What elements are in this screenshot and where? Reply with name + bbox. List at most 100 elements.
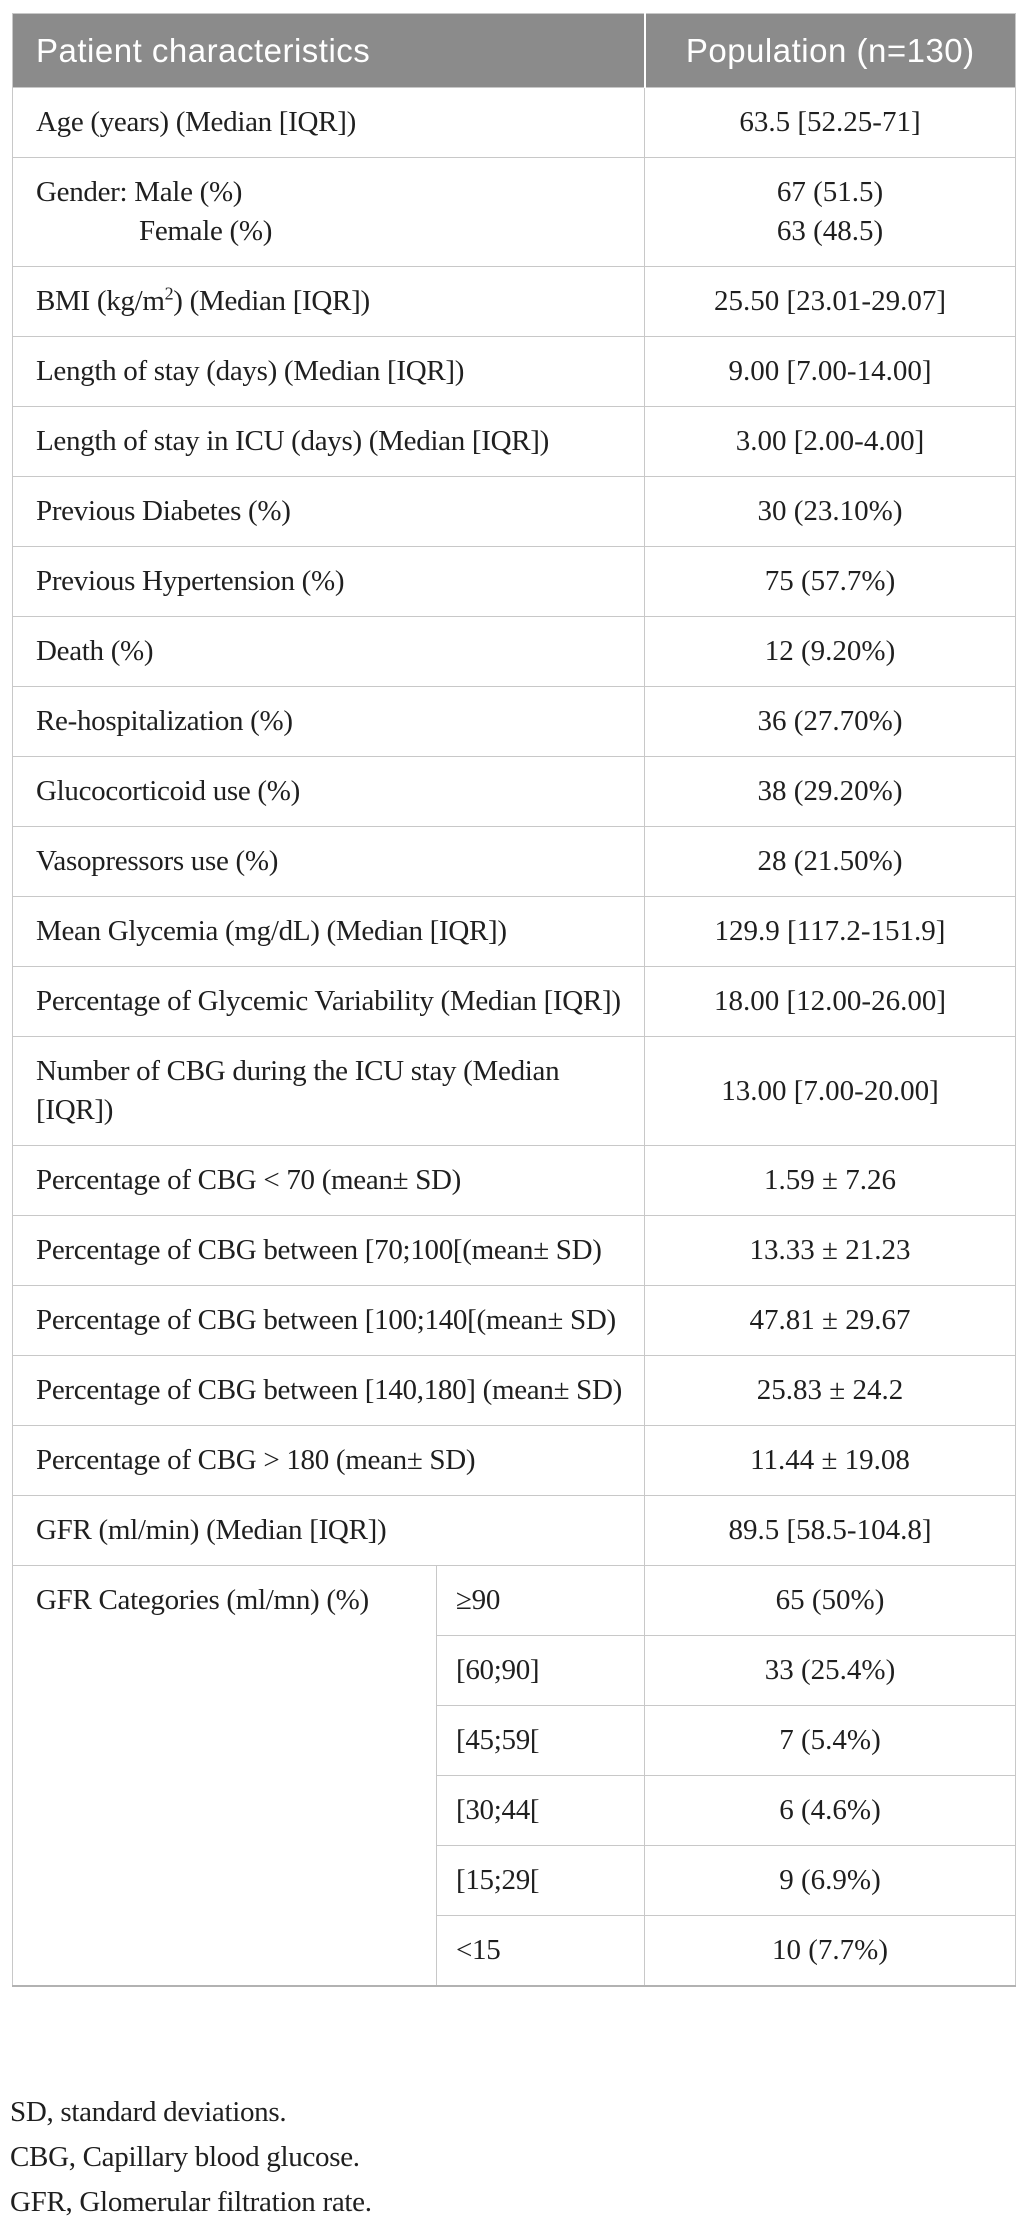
table-row: Previous Hypertension (%) 75 (57.7%) [12, 546, 1016, 617]
row-label-text: Percentage of CBG < 70 (mean± SD) [36, 1164, 462, 1196]
gfr-categories-label-cell: GFR Categories (ml/mn) (%) [12, 1565, 437, 1986]
row-label-cell: Percentage of CBG < 70 (mean± SD) [12, 1145, 645, 1216]
gfr-category-cell: ≥90 [436, 1565, 645, 1636]
row-label-text: Percentage of CBG between [70;100[(mean±… [36, 1234, 602, 1266]
row-label-cell: Percentage of CBG between [70;100[(mean±… [12, 1215, 645, 1286]
table-row: Percentage of CBG > 180 (mean± SD) 11.44 … [12, 1425, 1016, 1496]
row-value-text: 129.9 [117.2-151.9] [714, 915, 946, 947]
gfr-sub-row: [45;59[7 (5.4%) [13, 1705, 1016, 1776]
table-row: Gender: Male (%) Female (%) 67 (51.5) 63 (4… [12, 157, 1016, 267]
gfr-category-cell: [15;29[ [436, 1845, 645, 1916]
gfr-sub-row: [30;44[6 (4.6%) [13, 1775, 1016, 1846]
row-label-text: Vasopressors use (%) [36, 845, 279, 877]
row-label-line: Gender: Male (%) [36, 176, 243, 208]
row-value-text: 25.50 [23.01-29.07] [714, 285, 946, 317]
row-value-text: 13.00 [7.00-20.00] [721, 1074, 939, 1107]
gfr-sub-row: [15;29[9 (6.9%) [13, 1845, 1016, 1916]
row-value-text: 1.59 ± 7.26 [764, 1164, 896, 1196]
row-value-cell: 30 (23.10%) [644, 476, 1016, 547]
row-value-cell: 63.5 [52.25-71] [644, 87, 1016, 158]
row-value-cell: 25.50 [23.01-29.07] [644, 266, 1016, 337]
gfr-category-cell: [45;59[ [436, 1705, 645, 1776]
row-value-cell: 28 (21.50%) [644, 826, 1016, 897]
row-label-text: Percentage of Glycemic Variability (Medi… [36, 985, 621, 1017]
row-label-cell: Percentage of CBG between [140,180] (mea… [12, 1355, 645, 1426]
row-value-cell: 75 (57.7%) [644, 546, 1016, 617]
table-row: GFR (ml/min) (Median [IQR]) 89.5 [58.5-10… [12, 1495, 1016, 1566]
table-header-row: Patient characteristics Population (n=13… [12, 13, 1016, 88]
table-row: Glucocorticoid use (%) 38 (29.20%) [12, 756, 1016, 827]
row-value-cell: 11.44 ± 19.08 [644, 1425, 1016, 1496]
row-label-text: Death (%) [36, 635, 154, 667]
row-value-text: 12 (9.20%) [764, 635, 896, 667]
row-value-cell: 25.83 ± 24.2 [644, 1355, 1016, 1426]
row-label-cell: BMI (kg/m2) (Median [IQR]) [12, 266, 645, 337]
table-row: Death (%) 12 (9.20%) [12, 616, 1016, 687]
row-value-text: 38 (29.20%) [757, 775, 903, 807]
row-label-text: Percentage of CBG > 180 (mean± SD) [36, 1444, 476, 1476]
row-label-cell: Previous Hypertension (%) [12, 546, 645, 617]
gfr-sub-row: GFR Categories (ml/mn) (%) ≥90 65 (50%) [12, 1565, 1016, 1986]
gfr-value-cell: 65 (50%) [644, 1565, 1016, 1636]
row-label-cell: GFR (ml/min) (Median [IQR]) [12, 1495, 645, 1566]
row-value-text: 30 (23.10%) [757, 495, 903, 527]
gfr-category-cell: [30;44[ [436, 1775, 645, 1846]
row-label-cell: Length of stay in ICU (days) (Median [IQ… [12, 406, 645, 477]
gfr-value-cell: 33 (25.4%) [644, 1635, 1016, 1706]
table-row: Percentage of CBG between [100;140[(mean… [12, 1285, 1016, 1356]
row-label-cell: Death (%) [12, 616, 645, 687]
row-label-text: BMI (kg/m [36, 285, 165, 317]
footnotes: SD, standard deviations. CBG, Capillary b… [10, 2090, 372, 2225]
row-value-cell: 12 (9.20%) [644, 616, 1016, 687]
row-label-text: ) (Median [IQR]) [173, 285, 370, 317]
row-value-text: 75 (57.7%) [764, 565, 896, 597]
footnote-line: SD, standard deviations. [10, 2096, 287, 2128]
row-value-cell: 47.81 ± 29.67 [644, 1285, 1016, 1356]
row-label-cell: Percentage of CBG > 180 (mean± SD) [12, 1425, 645, 1496]
row-label-text: GFR (ml/min) (Median [IQR]) [36, 1514, 387, 1546]
row-value-cell: 67 (51.5) 63 (48.5) [644, 157, 1016, 267]
table-row: Length of stay in ICU (days) (Median [IQ… [12, 406, 1016, 477]
row-value-cell: 38 (29.20%) [644, 756, 1016, 827]
row-label-text: Previous Hypertension (%) [36, 565, 345, 597]
header-patient-characteristics: Patient characteristics [12, 13, 645, 88]
table-row: Age (years) (Median [IQR]) 63.5 [52.25-71… [12, 87, 1016, 158]
footnote-line: CBG, Capillary blood glucose. [10, 2141, 360, 2173]
row-label-cell: Mean Glycemia (mg/dL) (Median [IQR]) [12, 896, 645, 967]
row-label-cell: Vasopressors use (%) [12, 826, 645, 897]
row-label-text: Mean Glycemia (mg/dL) (Median [IQR]) [36, 915, 507, 947]
table-row: Vasopressors use (%) 28 (21.50%) [12, 826, 1016, 897]
row-value-text: 9.00 [7.00-14.00] [728, 355, 932, 387]
row-value-cell: 9.00 [7.00-14.00] [644, 336, 1016, 407]
gfr-value-cell: 10 (7.7%) [644, 1915, 1016, 1986]
gfr-value-cell: 6 (4.6%) [644, 1775, 1016, 1846]
row-label-cell: Gender: Male (%) Female (%) [12, 157, 645, 267]
table-row: Percentage of CBG between [140,180] (mea… [12, 1355, 1016, 1426]
table-row: Re-hospitalization (%) 36 (27.70%) [12, 686, 1016, 757]
gfr-value-cell: 9 (6.9%) [644, 1845, 1016, 1916]
row-value-cell: 13.33 ± 21.23 [644, 1215, 1016, 1286]
row-label-cell: Re-hospitalization (%) [12, 686, 645, 757]
gfr-category-cell: <15 [436, 1915, 645, 1986]
row-value-cell: 1.59 ± 7.26 [644, 1145, 1016, 1216]
table-row: Percentage of Glycemic Variability (Medi… [12, 966, 1016, 1037]
table-row: Percentage of CBG < 70 (mean± SD) 1.59 ± … [12, 1145, 1016, 1216]
row-value-cell: 13.00 [7.00-20.00] [644, 1036, 1016, 1146]
row-value-line: 67 (51.5) [776, 176, 884, 208]
table-body: Age (years) (Median [IQR]) 63.5 [52.25-71… [12, 87, 1016, 1986]
row-label-text: Previous Diabetes (%) [36, 495, 291, 527]
row-label-text: Glucocorticoid use (%) [36, 775, 300, 807]
row-value-text: 25.83 ± 24.2 [756, 1374, 904, 1406]
row-value-text: 47.81 ± 29.67 [749, 1304, 911, 1336]
row-label-text: Percentage of CBG between [140,180] (mea… [36, 1374, 622, 1406]
table-header: Patient characteristics Population (n=13… [12, 13, 1016, 88]
row-value-text: 11.44 ± 19.08 [750, 1444, 910, 1476]
row-value-cell: 36 (27.70%) [644, 686, 1016, 757]
row-label-text: Length of stay in ICU (days) (Median [IQ… [36, 425, 549, 457]
row-value-text: 63.5 [52.25-71] [739, 106, 921, 138]
table-row: Previous Diabetes (%) 30 (23.10%) [12, 476, 1016, 547]
row-label-text: Age (years) (Median [IQR]) [36, 106, 356, 138]
row-value-text: 89.5 [58.5-104.8] [728, 1514, 932, 1546]
gfr-value-cell: 7 (5.4%) [644, 1705, 1016, 1776]
